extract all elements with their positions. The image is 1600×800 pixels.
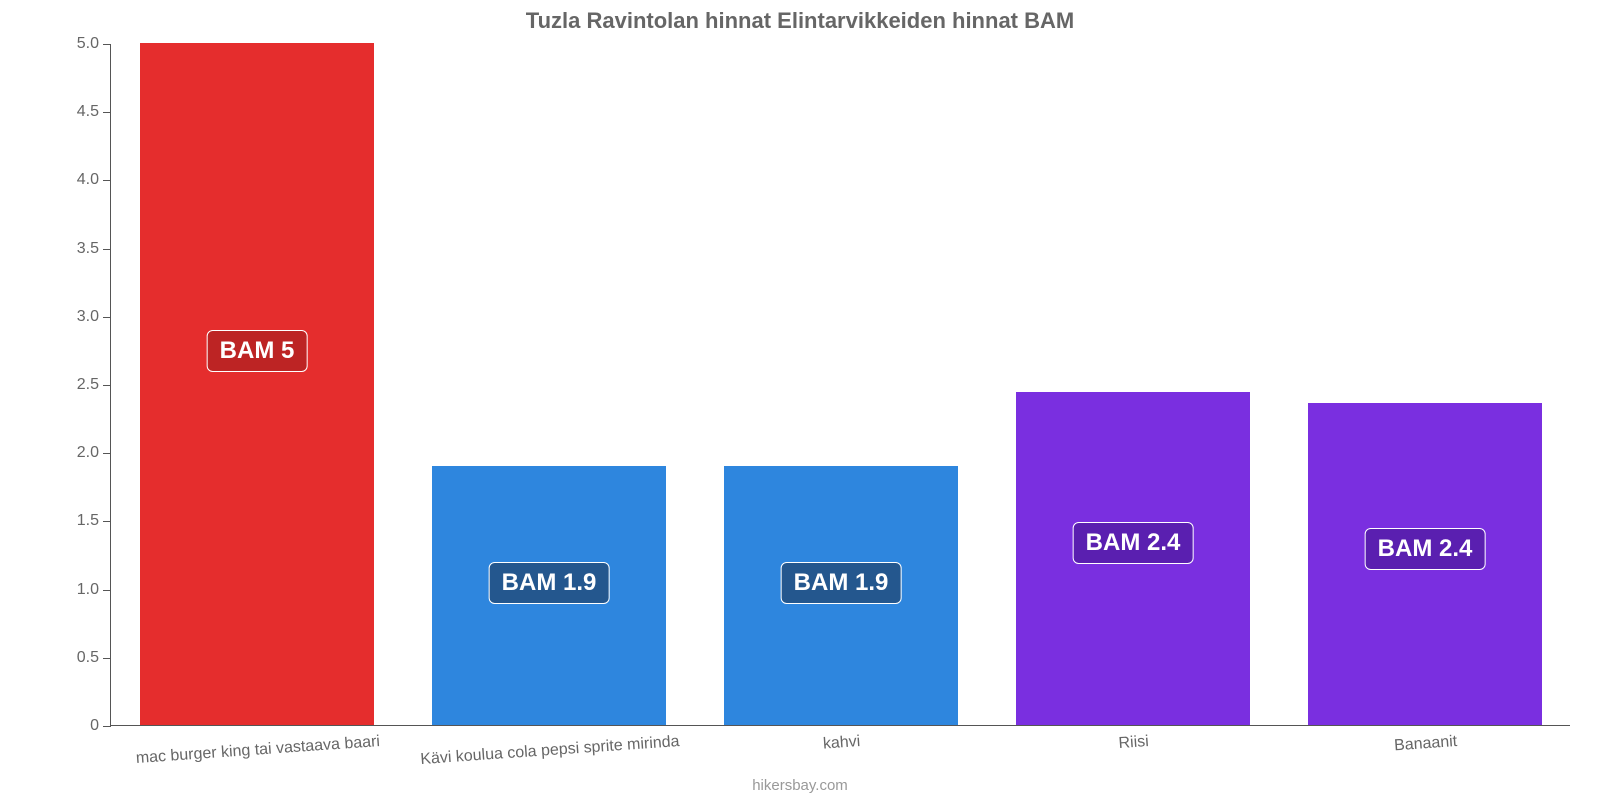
x-category-label: kahvi <box>822 733 861 754</box>
x-category-label: Kävi koulua cola pepsi sprite mirinda <box>420 733 680 769</box>
value-badge: BAM 2.4 <box>1073 522 1194 564</box>
y-tick <box>103 112 111 113</box>
y-tick <box>103 521 111 522</box>
y-tick <box>103 658 111 659</box>
y-tick-label: 4.5 <box>77 103 99 121</box>
y-tick-label: 0.5 <box>77 649 99 667</box>
chart-credit: hikersbay.com <box>0 777 1600 794</box>
y-tick-label: 3.5 <box>77 240 99 258</box>
value-badge: BAM 1.9 <box>781 562 902 604</box>
value-badge: BAM 1.9 <box>489 562 610 604</box>
y-tick-label: 4.0 <box>77 171 99 189</box>
y-tick-label: 0 <box>90 717 99 735</box>
y-tick <box>103 385 111 386</box>
value-badge: BAM 2.4 <box>1365 528 1486 570</box>
y-tick-label: 3.0 <box>77 308 99 326</box>
x-category-label: mac burger king tai vastaava baari <box>135 733 380 768</box>
y-tick-label: 1.0 <box>77 581 99 599</box>
bar <box>140 43 374 725</box>
value-badge: BAM 5 <box>207 330 308 372</box>
y-tick-label: 2.5 <box>77 376 99 394</box>
y-tick <box>103 726 111 727</box>
y-tick <box>103 317 111 318</box>
y-tick-label: 5.0 <box>77 35 99 53</box>
y-tick <box>103 180 111 181</box>
y-tick <box>103 590 111 591</box>
y-tick-label: 2.0 <box>77 444 99 462</box>
y-tick <box>103 453 111 454</box>
bars-group <box>111 44 1570 725</box>
price-bar-chart: Tuzla Ravintolan hinnat Elintarvikkeiden… <box>0 0 1600 800</box>
y-tick-label: 1.5 <box>77 512 99 530</box>
x-category-label: Riisi <box>1118 733 1149 753</box>
chart-title: Tuzla Ravintolan hinnat Elintarvikkeiden… <box>0 8 1600 34</box>
plot-area: 00.51.01.52.02.53.03.54.04.55.0BAM 5mac … <box>110 44 1570 726</box>
x-category-label: Banaanit <box>1394 733 1458 755</box>
y-tick <box>103 249 111 250</box>
y-tick <box>103 44 111 45</box>
